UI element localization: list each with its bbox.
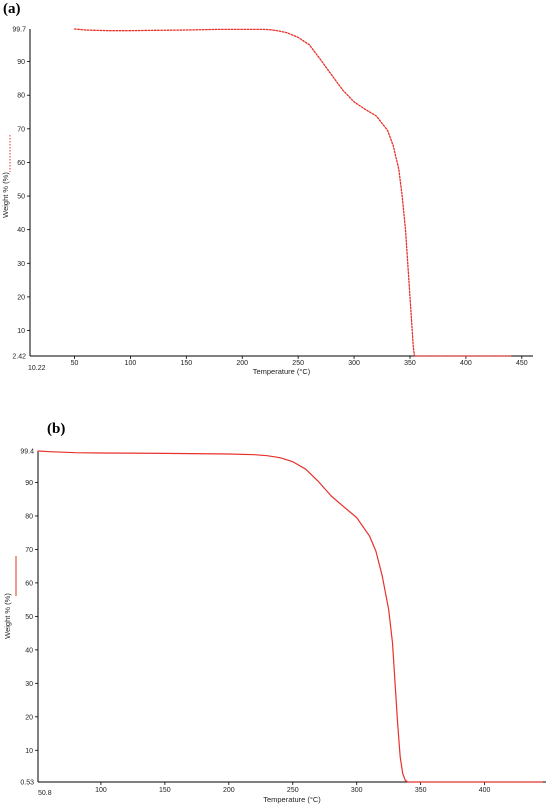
x-tick-label: 200 <box>223 787 235 794</box>
x-tick-label: 350 <box>415 787 427 794</box>
y-axis-label: Weight % (%) <box>3 593 12 639</box>
y-tick-label: 40 <box>17 227 25 234</box>
x-axis-label: Temperature (°C) <box>263 795 321 804</box>
y-tick-label: 50 <box>25 614 33 621</box>
y-tick-label: 90 <box>17 59 25 66</box>
y-tick-label: 30 <box>25 681 33 688</box>
weight-loss-curve <box>37 450 543 783</box>
panel-label-b: (b) <box>47 421 66 437</box>
x-axis-label: Temperature (°C) <box>253 367 311 376</box>
x-start-label: 50.8 <box>38 790 52 797</box>
x-tick-label: 50 <box>71 360 79 367</box>
x-tick-label: 300 <box>348 360 360 367</box>
x-start-label: 10.22 <box>28 365 46 372</box>
x-tick-label: 450 <box>516 360 528 367</box>
y-tick-label: 50 <box>17 194 25 201</box>
y-max-label: 99.4 <box>20 449 34 456</box>
y-tick-label: 20 <box>17 294 25 301</box>
y-axis-label: Weight % (%) <box>1 172 10 218</box>
x-tick-label: 400 <box>460 360 472 367</box>
x-tick-label: 400 <box>479 787 491 794</box>
y-tick-label: 10 <box>25 748 33 755</box>
y-tick-label: 60 <box>25 580 33 587</box>
x-tick-label: 100 <box>125 360 137 367</box>
tga-chart-a: 50 100 150 200 250 300 350 400 450 10 20 30 40 50 60 70… <box>1 27 533 376</box>
y-min-label: 2.42 <box>12 354 26 361</box>
y-tick-label: 70 <box>25 547 33 554</box>
x-tick-label: 150 <box>180 360 192 367</box>
y-tick-label: 40 <box>25 647 33 654</box>
y-tick-label: 90 <box>25 480 33 487</box>
x-tick-label: 250 <box>292 360 304 367</box>
y-tick-label: 70 <box>17 126 25 133</box>
panel-label-a: (a) <box>3 1 21 17</box>
y-tick-label: 80 <box>25 513 33 520</box>
x-tick-label: 200 <box>236 360 248 367</box>
weight-loss-curve <box>73 28 512 357</box>
y-tick-label: 20 <box>25 714 33 721</box>
x-tick-label: 150 <box>159 787 171 794</box>
y-min-label: 0.53 <box>20 780 34 787</box>
x-tick-label: 100 <box>95 787 107 794</box>
y-tick-label: 10 <box>17 328 25 335</box>
x-tick-label: 300 <box>351 787 363 794</box>
x-tick-label: 250 <box>287 787 299 794</box>
y-tick-label: 60 <box>17 160 25 167</box>
y-tick-label: 30 <box>17 261 25 268</box>
x-tick-label: 350 <box>404 360 416 367</box>
y-max-label: 99.7 <box>12 27 26 34</box>
y-tick-label: 80 <box>17 93 25 100</box>
